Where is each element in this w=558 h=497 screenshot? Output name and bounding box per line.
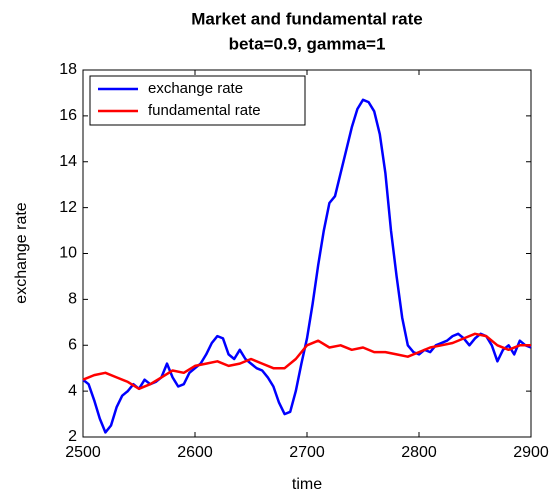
legend-label: fundamental rate	[148, 102, 261, 119]
x-axis-label: time	[292, 476, 322, 493]
plot-area	[82, 69, 532, 438]
x-tick-label: 2700	[289, 444, 325, 461]
y-tick-label: 10	[59, 245, 77, 262]
y-tick-label: 2	[68, 428, 77, 445]
chart-subtitle: beta=0.9, gamma=1	[229, 34, 386, 53]
legend-label: exchange rate	[148, 80, 243, 97]
x-tick-label: 2500	[65, 444, 101, 461]
chart-title: Market and fundamental rate	[191, 9, 422, 28]
y-tick-label: 4	[68, 382, 77, 399]
y-tick-label: 14	[59, 153, 77, 170]
y-tick-label: 18	[59, 61, 77, 78]
x-tick-label: 2600	[177, 444, 213, 461]
y-tick-label: 16	[59, 107, 77, 124]
y-tick-label: 8	[68, 291, 77, 308]
legend-box	[89, 75, 306, 126]
x-tick-label: 2900	[513, 444, 549, 461]
y-axis-label: exchange rate	[13, 202, 30, 304]
y-tick-label: 12	[59, 199, 77, 216]
x-tick-label: 2800	[401, 444, 437, 461]
y-tick-label: 6	[68, 336, 77, 353]
series-line	[82, 332, 531, 391]
